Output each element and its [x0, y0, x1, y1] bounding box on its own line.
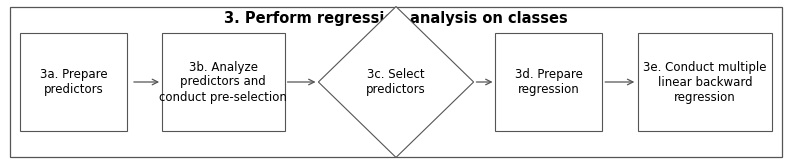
Text: 3a. Prepare
predictors: 3a. Prepare predictors: [40, 68, 108, 96]
Text: 3. Perform regression analysis on classes: 3. Perform regression analysis on classe…: [224, 11, 568, 26]
Text: 3b. Analyze
predictors and
conduct pre-selection: 3b. Analyze predictors and conduct pre-s…: [159, 61, 287, 103]
FancyBboxPatch shape: [162, 33, 284, 131]
FancyBboxPatch shape: [638, 33, 772, 131]
Polygon shape: [318, 7, 474, 157]
FancyBboxPatch shape: [20, 33, 127, 131]
Text: 3c. Select
predictors: 3c. Select predictors: [366, 68, 426, 96]
Text: 3d. Prepare
regression: 3d. Prepare regression: [515, 68, 583, 96]
Text: 3e. Conduct multiple
linear backward
regression: 3e. Conduct multiple linear backward reg…: [643, 61, 767, 103]
FancyBboxPatch shape: [496, 33, 602, 131]
